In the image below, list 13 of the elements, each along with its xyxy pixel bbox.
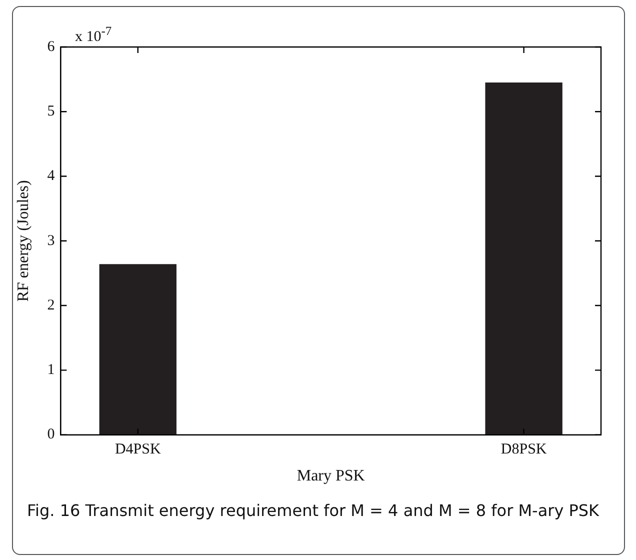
y-tick-label: 6 [47, 38, 56, 55]
y-tick-label: 5 [47, 104, 55, 120]
y-tick-label: 3 [47, 232, 55, 249]
y-axis-title: RF energy (Joules) [14, 180, 32, 302]
caption: Fig. 16 Transmit energy requirement for M = 4 and M = 8 for M-ary PSK [27, 500, 600, 522]
y-tick-label: 0 [47, 426, 55, 443]
x-axis-title: Mary PSK [296, 468, 366, 485]
x-tick-label: D4PSK [114, 442, 161, 458]
x-tick-label: D8PSK [500, 442, 547, 458]
y-tick-label: 2 [47, 297, 55, 314]
y-tick-label: 4 [47, 168, 56, 184]
y-tick-label: 1 [47, 362, 55, 378]
text: x 10$^{-7}$ [75, 24, 112, 46]
